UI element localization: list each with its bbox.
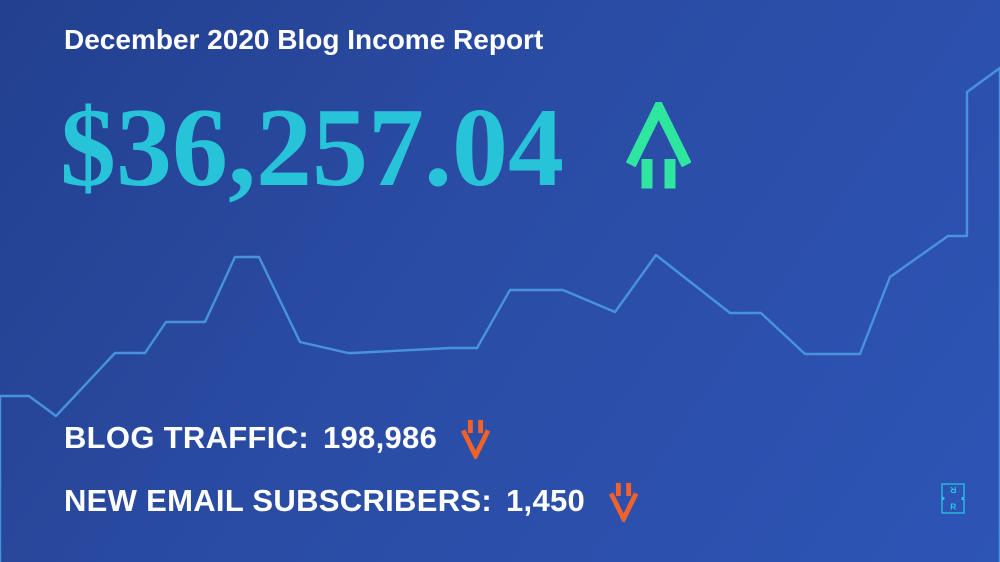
- svg-text:R: R: [950, 485, 956, 495]
- svg-text:R: R: [950, 501, 956, 511]
